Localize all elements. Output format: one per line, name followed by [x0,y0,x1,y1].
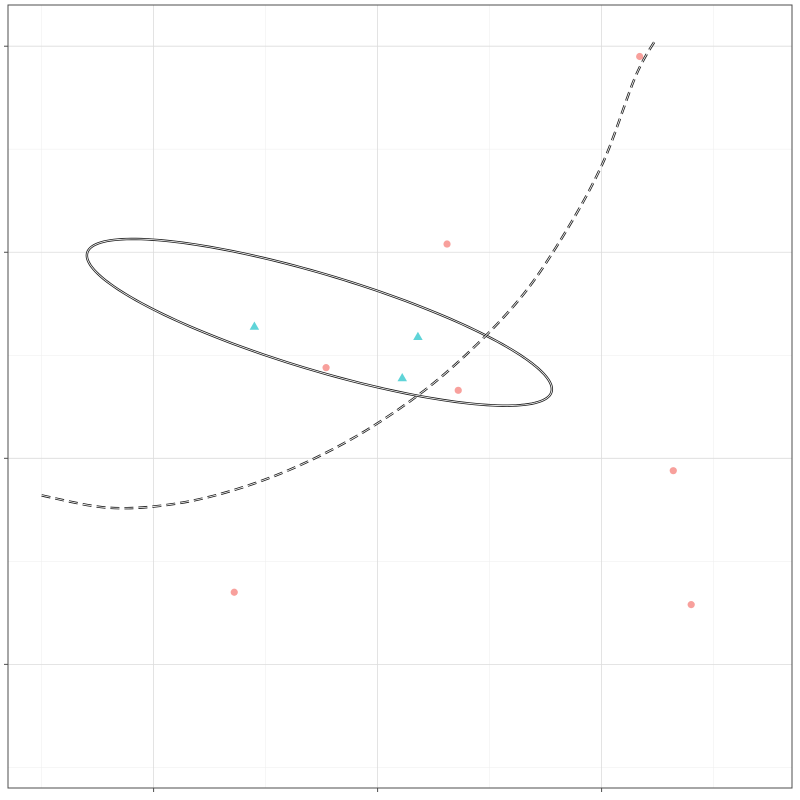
axis-ticks [4,45,603,792]
minor-gridlines [8,5,792,788]
ellipse-outline-inner [86,238,553,407]
points-layer [230,52,695,609]
circle-point [443,240,451,248]
major-gridlines [8,5,792,788]
ellipse-outline [85,237,554,407]
circle-point [454,386,462,394]
triangle-point [249,321,260,330]
dashed-curve-inner [41,39,656,509]
curve-layer [41,39,657,510]
dashed-curve [41,39,657,510]
triangle-point [413,331,423,340]
triangle-point [397,372,407,382]
circle-point [636,52,644,61]
circle-point [230,588,238,596]
circle-point [669,467,677,475]
circle-point [687,601,695,609]
ellipse-layer [85,237,554,407]
panel-border [7,4,793,789]
circle-point [322,364,330,372]
